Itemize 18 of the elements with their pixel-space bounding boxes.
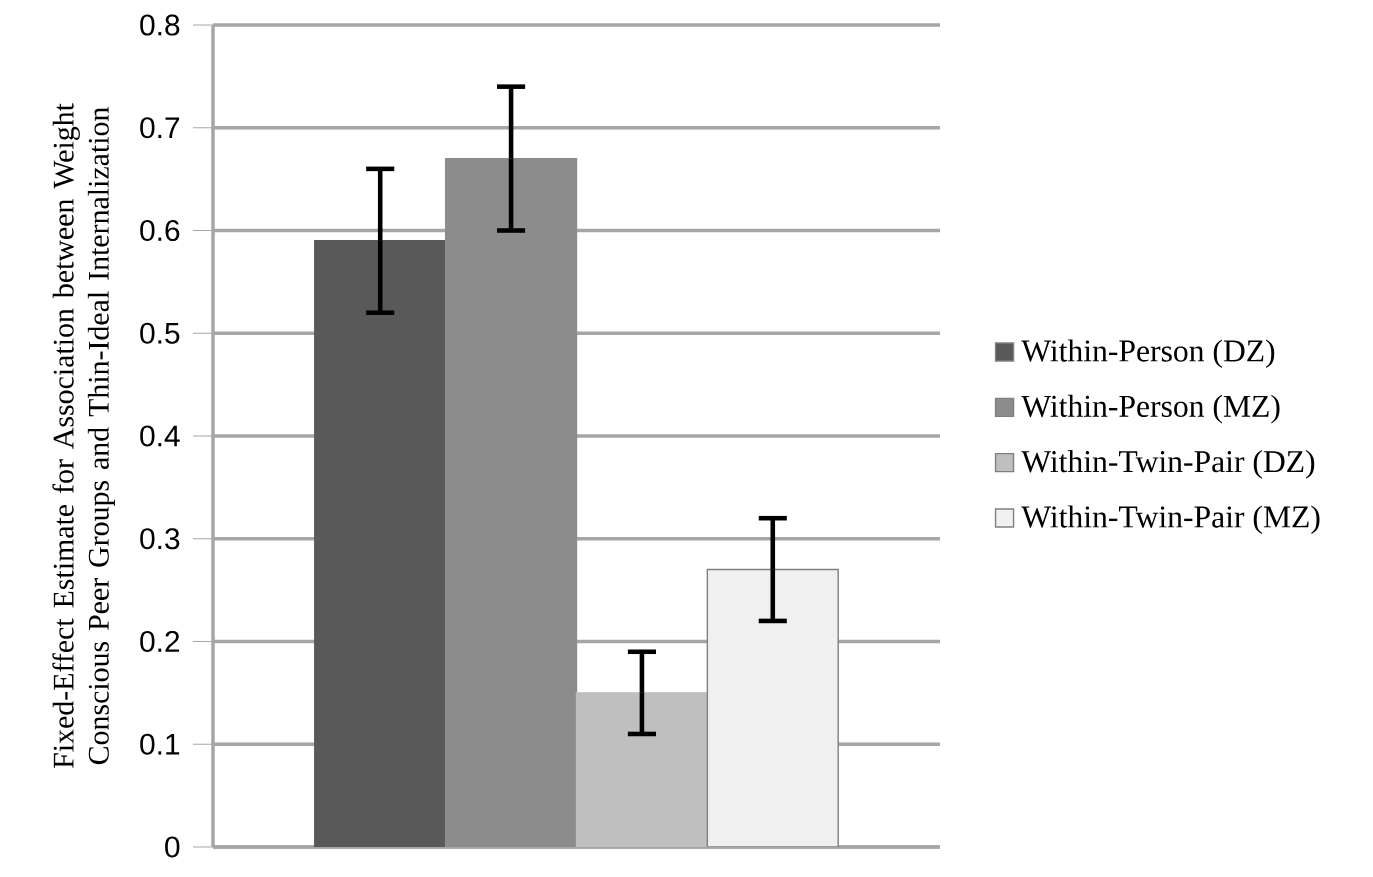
legend-label: Within-Twin-Pair (DZ) [1021, 450, 1315, 479]
y-tick-label: 0.2 [140, 630, 180, 653]
y-tick-label: 0.8 [140, 14, 180, 36]
y-axis-title: Fixed-Effect Estimate for Association between Weight Conscious Peer Groups and Thin-Ideal Internalization [52, 103, 115, 768]
legend-label: Within-Person (DZ) [1021, 339, 1275, 369]
legend-label: Within-Twin-Pair (MZ) [1021, 505, 1320, 535]
y-tick-label: 0.5 [140, 322, 180, 344]
bar [575, 692, 709, 847]
y-tick-label: 0.1 [140, 733, 180, 755]
y-tick-label: 0.4 [140, 425, 180, 447]
bar [314, 240, 447, 847]
legend-label: Within-Person (MZ) [1021, 394, 1280, 424]
y-tick-label: 0.3 [140, 528, 180, 550]
bar [706, 568, 839, 847]
y-tick-label: 0.6 [140, 219, 180, 242]
bar [444, 157, 578, 847]
y-tick-label: 0 [165, 836, 180, 858]
y-tick-label: 0.7 [140, 117, 180, 139]
